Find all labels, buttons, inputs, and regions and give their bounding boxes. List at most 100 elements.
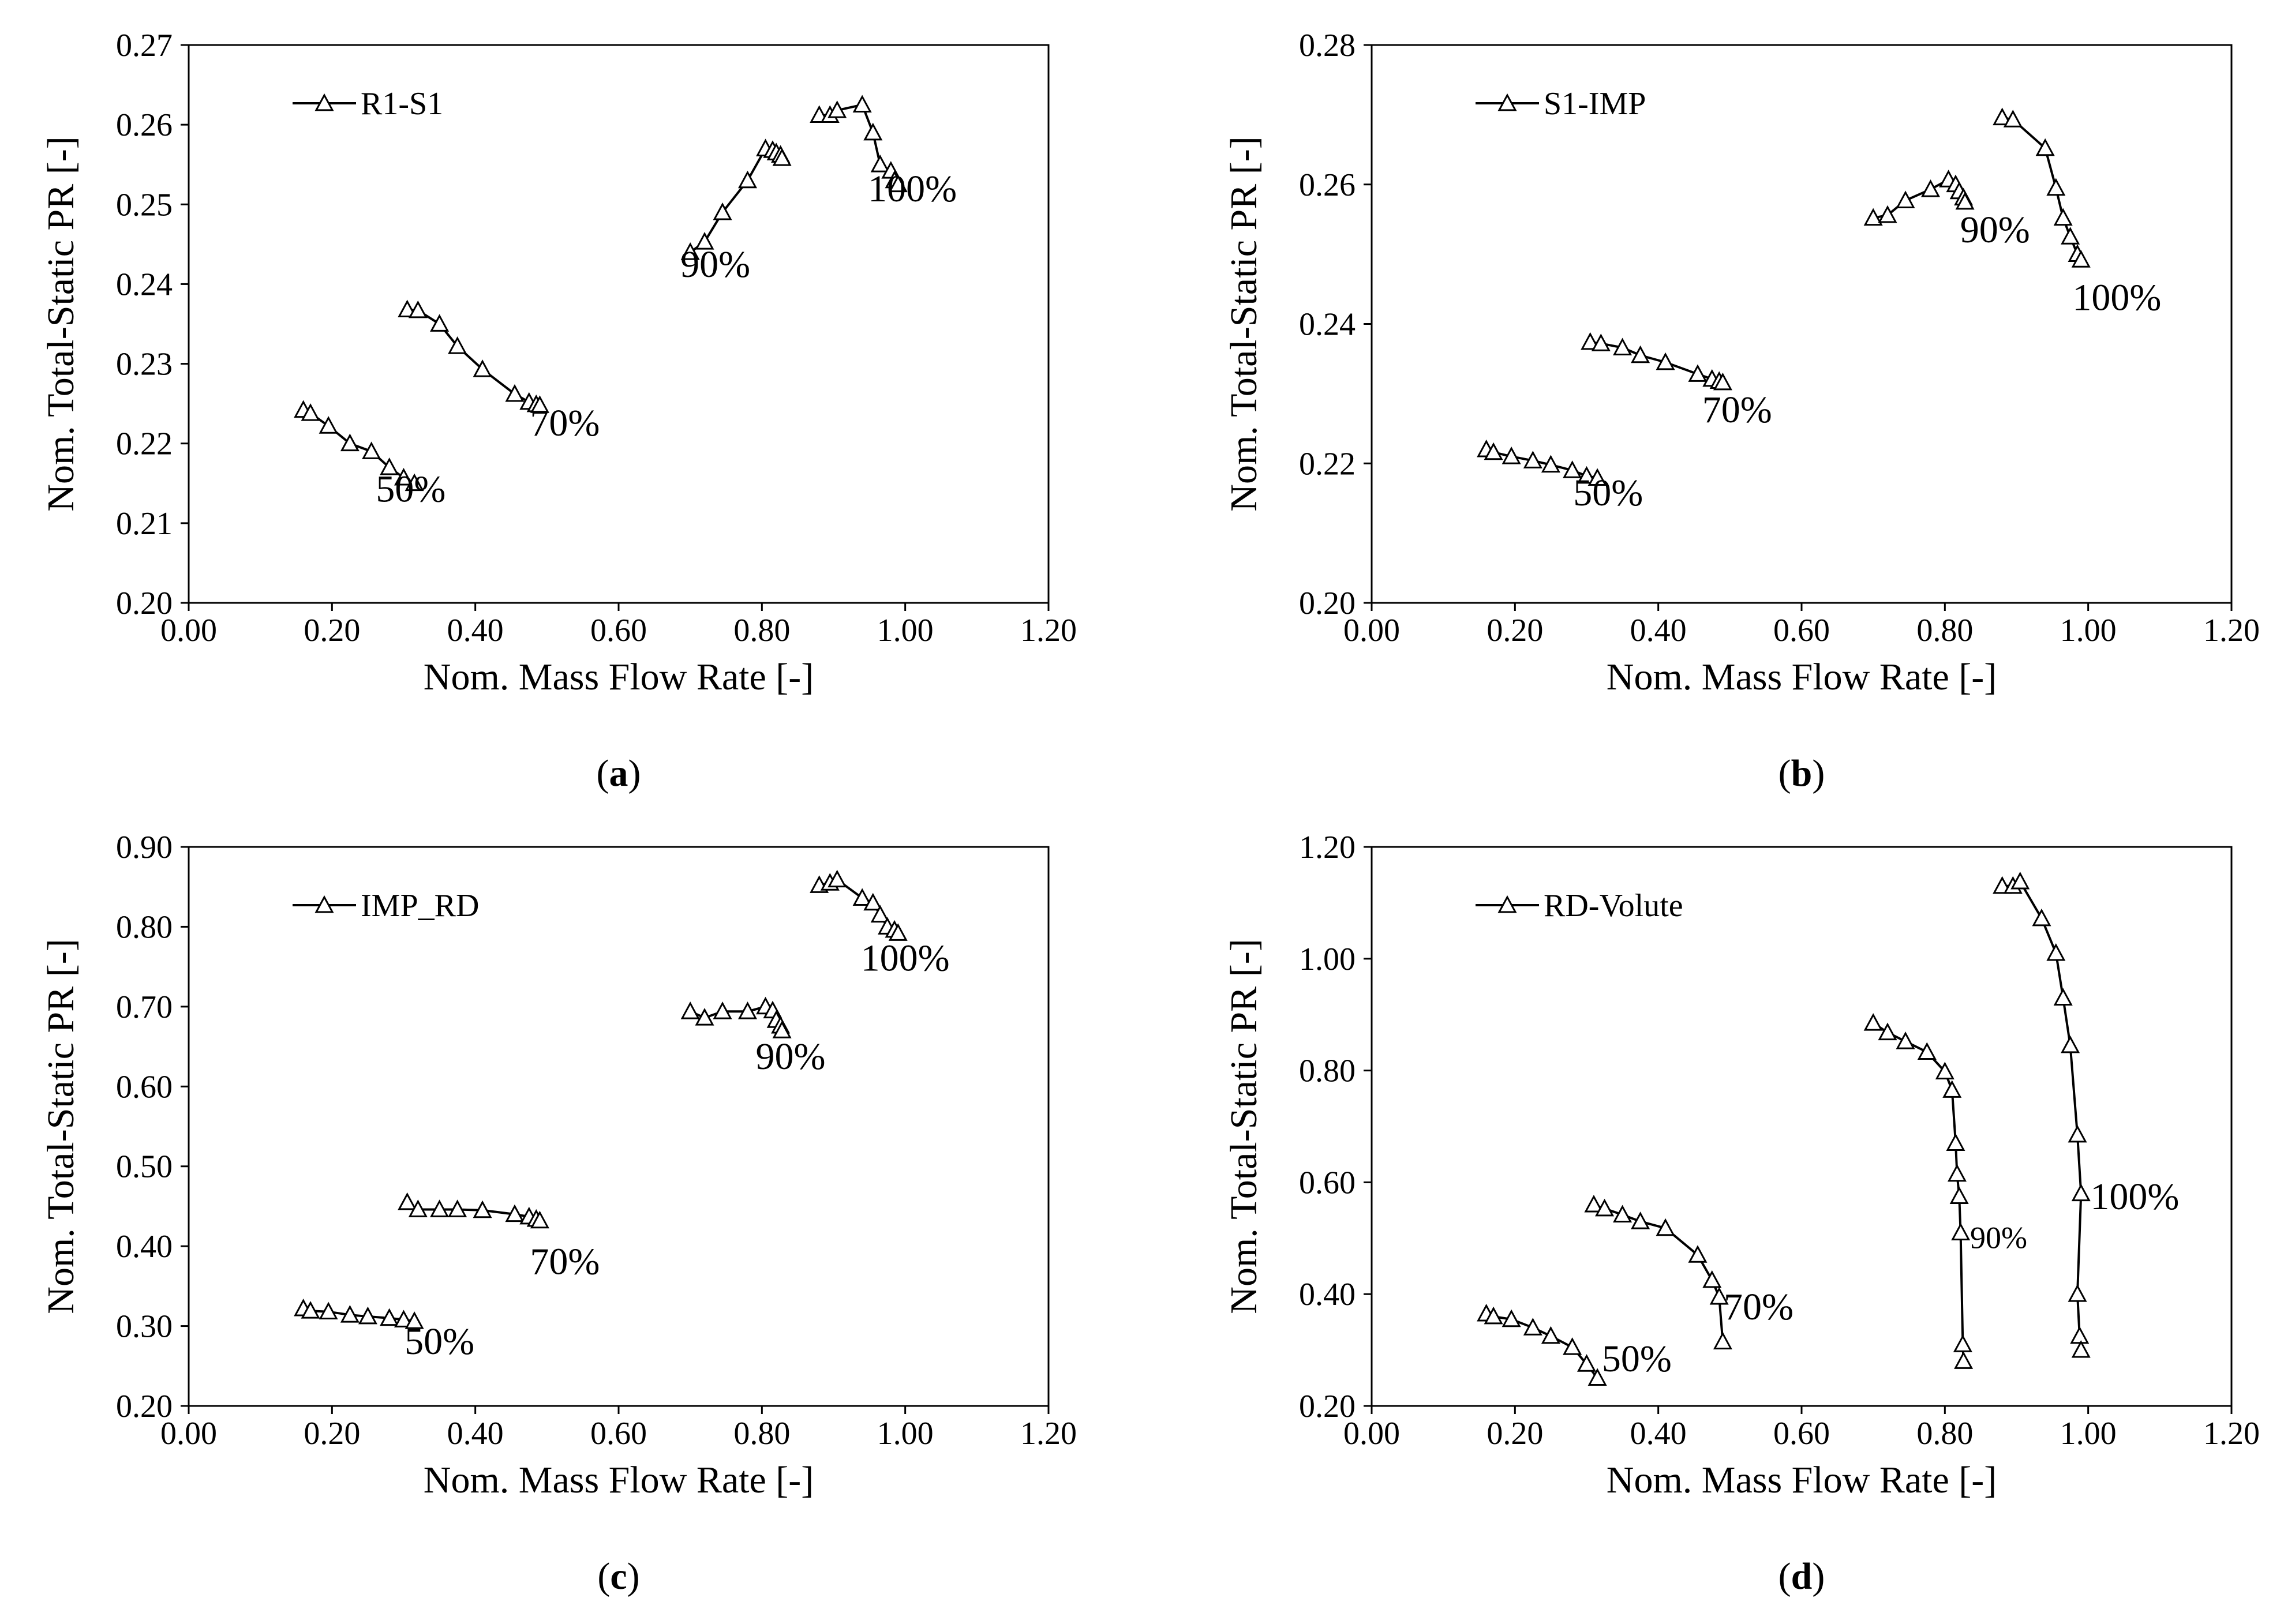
y-axis-label: Nom. Total-Static PR [-]: [1223, 939, 1265, 1314]
data-point: [2071, 1340, 2091, 1358]
data-point: [680, 1002, 700, 1019]
data-point: [398, 1192, 417, 1210]
data-point: [301, 1301, 320, 1319]
data-point: [1993, 107, 2012, 126]
x-tick-label: 0.60: [1773, 613, 1830, 648]
x-tick-label: 0.60: [590, 1416, 647, 1452]
y-tick-label: 0.26: [116, 107, 173, 143]
data-point: [852, 888, 872, 906]
x-axis-label: Nom. Mass Flow Rate [-]: [1607, 1459, 1997, 1501]
chart-panel-b: 0.00 0.20 0.40 0.60 0.80 1.00 1.200.200.220.24…: [1223, 28, 2260, 794]
x-tick-label: 1.00: [2060, 613, 2117, 648]
x-tick-label: 0.00: [160, 613, 217, 648]
data-point: [680, 242, 700, 260]
data-point: [2032, 908, 2051, 927]
panel-caption: (d): [1778, 1555, 1825, 1597]
data-point: [319, 1302, 338, 1320]
data-point: [340, 433, 360, 452]
y-tick-label: 1.20: [1299, 830, 1356, 865]
data-point: [1949, 1186, 1969, 1205]
legend-marker-icon: [1497, 93, 1517, 111]
speed-annotation: 90%: [680, 243, 750, 286]
data-point: [2061, 227, 2080, 245]
speed-annotation: 50%: [1602, 1338, 1672, 1380]
chart-panel-c: 0.00 0.20 0.40 0.60 0.80 1.00 1.200.200.300.40…: [40, 830, 1077, 1597]
x-tick-label: 1.00: [877, 613, 934, 648]
data-point: [1896, 190, 1915, 208]
data-point: [1688, 364, 1708, 382]
data-point: [362, 441, 381, 459]
chart-panel-a: 0.00 0.20 0.40 0.60 0.80 1.00 1.200.200.210.22…: [40, 28, 1077, 794]
data-point: [1942, 1080, 1962, 1098]
data-point: [713, 1002, 732, 1019]
data-point: [1946, 1133, 1965, 1151]
data-point: [1587, 468, 1607, 486]
x-tick-label: 1.00: [2060, 1416, 2117, 1452]
data-point: [405, 1311, 424, 1329]
speed-annotation: 100%: [2090, 1176, 2179, 1218]
y-tick-label: 0.60: [1299, 1165, 1356, 1201]
data-point: [1577, 466, 1597, 484]
y-tick-label: 0.24: [116, 267, 173, 302]
y-axis-label: Nom. Total-Static PR [-]: [1223, 136, 1265, 511]
data-point: [1713, 372, 1732, 391]
data-point: [1523, 451, 1542, 468]
data-point: [448, 1199, 467, 1217]
data-point: [1713, 1332, 1732, 1349]
data-point: [1541, 1326, 1560, 1344]
y-tick-label: 0.80: [1299, 1053, 1356, 1089]
speed-annotation: 100%: [2072, 276, 2161, 318]
y-tick-label: 0.22: [1299, 446, 1356, 482]
x-tick-label: 0.20: [1487, 613, 1543, 648]
x-tick-label: 0.00: [1343, 613, 1400, 648]
x-tick-label: 0.80: [1916, 1416, 1973, 1452]
data-point: [1541, 455, 1560, 473]
speed-annotation: 90%: [1970, 1221, 2027, 1255]
data-point: [695, 1008, 714, 1026]
y-tick-label: 0.21: [116, 506, 173, 542]
data-point: [1595, 1198, 1615, 1217]
y-tick-label: 0.24: [1299, 307, 1356, 343]
data-point: [1955, 192, 1975, 210]
data-point: [1709, 1287, 1729, 1305]
data-point: [1688, 1245, 1708, 1263]
x-axis-label: Nom. Mass Flow Rate [-]: [1607, 656, 1997, 698]
data-point: [1484, 442, 1503, 460]
y-tick-label: 0.23: [116, 347, 173, 382]
y-tick-label: 0.25: [116, 187, 173, 223]
y-tick-label: 0.60: [116, 1069, 173, 1105]
data-point: [1896, 1032, 1915, 1049]
data-point: [2068, 1284, 2087, 1302]
x-tick-label: 0.20: [304, 1416, 360, 1452]
data-point: [1863, 1013, 1883, 1031]
legend-label: R1-S1: [361, 86, 443, 122]
data-point: [1591, 333, 1611, 351]
speed-annotation: 70%: [1724, 1286, 1793, 1328]
x-tick-label: 0.40: [1630, 613, 1687, 648]
data-point: [2010, 871, 2030, 890]
data-point: [695, 232, 714, 250]
speed-annotation: 90%: [756, 1036, 826, 1078]
data-point: [2071, 1183, 2091, 1202]
data-point: [1613, 337, 1633, 355]
data-point: [888, 923, 908, 941]
data-point: [1502, 1309, 1521, 1327]
x-tick-label: 0.40: [1630, 1416, 1687, 1452]
x-tick-label: 1.20: [2203, 613, 2260, 648]
data-point: [1953, 1334, 1972, 1352]
data-point: [394, 467, 414, 486]
y-tick-label: 0.50: [116, 1149, 173, 1185]
speed-annotation: 50%: [405, 1321, 474, 1363]
y-tick-label: 0.20: [116, 586, 173, 621]
data-point: [1523, 1318, 1542, 1336]
y-tick-label: 0.27: [116, 28, 173, 63]
data-point: [380, 457, 399, 475]
data-point: [430, 314, 450, 332]
speed-annotation: 70%: [1702, 389, 1772, 431]
data-point: [863, 122, 883, 141]
data-point: [2053, 208, 2073, 226]
panel-caption: (b): [1778, 752, 1825, 794]
data-point: [713, 202, 732, 220]
y-tick-label: 0.70: [116, 989, 173, 1025]
x-tick-label: 1.20: [1020, 613, 1077, 648]
